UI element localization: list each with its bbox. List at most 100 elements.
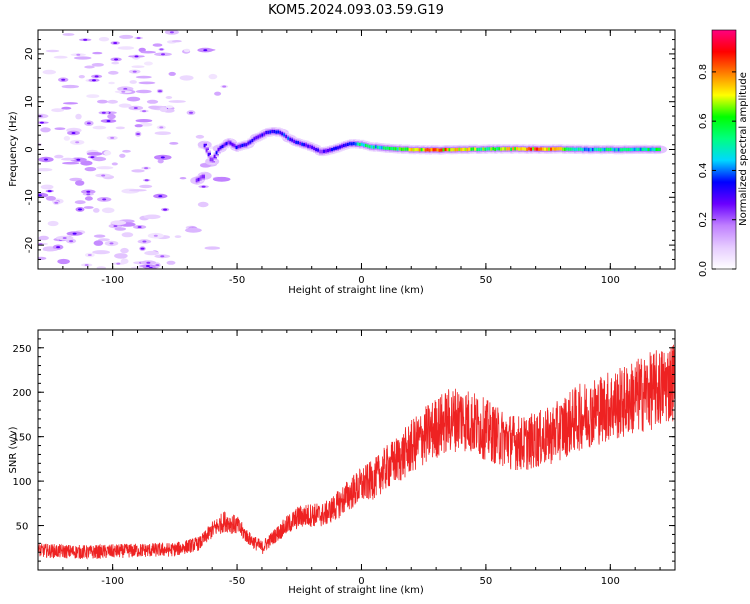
- ridge-core: [597, 147, 602, 151]
- ridge-core: [484, 147, 488, 151]
- ridge-core: [269, 130, 273, 134]
- noise-blob: [119, 34, 134, 39]
- noise-blob: [122, 149, 131, 153]
- noise-blob: [107, 99, 118, 104]
- ridge-core: [462, 147, 466, 151]
- ridge-core: [225, 142, 229, 146]
- ridge-core: [458, 147, 462, 151]
- noise-blob: [75, 180, 85, 186]
- noise-core: [94, 75, 99, 78]
- noise-blob: [126, 96, 141, 102]
- noise-core: [137, 226, 142, 228]
- noise-blob: [171, 40, 182, 43]
- ridge-core: [641, 147, 645, 151]
- ridge-core: [201, 175, 205, 179]
- ridge-core: [653, 148, 657, 152]
- ridge-core: [362, 143, 367, 147]
- ridge-core: [233, 144, 237, 148]
- ridge-core: [263, 132, 267, 136]
- noise-blob: [38, 113, 49, 119]
- y-tick-label: -20: [24, 237, 35, 253]
- ridge-core: [259, 134, 263, 138]
- spectrogram-noise-layer: [38, 30, 231, 269]
- ridge-core: [267, 130, 271, 134]
- ridge-core: [221, 144, 225, 148]
- y-tick-label: 250: [12, 344, 31, 355]
- noise-core: [158, 90, 162, 93]
- spectrogram-x-label: Height of straight line (km): [288, 285, 424, 296]
- ridge-core: [253, 137, 257, 141]
- noise-blob: [92, 51, 103, 55]
- ridge-core: [247, 141, 251, 145]
- ridge-core: [643, 147, 647, 151]
- noise-core: [133, 107, 138, 109]
- ridge-core: [390, 146, 395, 151]
- ridge-core: [480, 147, 484, 151]
- ridge-core: [213, 154, 217, 159]
- noise-core: [84, 264, 89, 266]
- ridge-core: [540, 147, 544, 151]
- noise-core: [38, 194, 42, 197]
- ridge-core: [575, 147, 580, 151]
- snr-axes: -100 -50 0 50 100 50 100 150 200 250: [12, 329, 675, 587]
- ridge-core: [494, 147, 498, 151]
- noise-blob: [179, 177, 187, 180]
- ridge-core: [472, 147, 476, 151]
- noise-blob: [119, 153, 126, 158]
- ridge-core: [217, 148, 221, 152]
- ridge-core: [436, 148, 440, 152]
- noise-blob: [96, 266, 106, 269]
- ridge-core: [530, 147, 534, 151]
- ridge-core: [649, 147, 653, 152]
- noise-blob: [185, 227, 202, 233]
- ridge-core: [231, 143, 235, 147]
- noise-blob: [75, 113, 82, 120]
- ridge-core: [516, 147, 520, 151]
- noise-core: [87, 254, 92, 256]
- ridge-core: [251, 138, 255, 143]
- ridge-core: [412, 148, 416, 152]
- ridge-core: [321, 150, 325, 154]
- noise-blob: [98, 238, 110, 242]
- noise-blob: [135, 75, 152, 79]
- noise-blob: [54, 127, 66, 130]
- noise-core: [62, 237, 67, 239]
- noise-core: [155, 264, 160, 267]
- ridge-core: [591, 148, 596, 152]
- ridge-core: [546, 147, 550, 151]
- noise-core: [78, 208, 82, 211]
- noise-core: [76, 158, 81, 161]
- ridge-core: [337, 146, 341, 150]
- noise-blob: [80, 160, 93, 166]
- ridge-core: [520, 147, 524, 151]
- ridge-core: [454, 148, 458, 152]
- ridge-core: [623, 147, 627, 151]
- noise-blob: [131, 65, 145, 68]
- ridge-core: [498, 147, 502, 151]
- ridge-core: [619, 148, 624, 152]
- noise-core: [142, 240, 147, 243]
- noise-blob: [53, 55, 68, 59]
- noise-core: [144, 179, 149, 182]
- ridge-core: [358, 142, 363, 147]
- noise-blob: [38, 168, 53, 172]
- noise-core: [161, 53, 165, 56]
- noise-blob: [159, 107, 168, 113]
- noise-blob: [92, 156, 107, 162]
- ridge-core: [273, 130, 277, 134]
- ridge-core: [585, 147, 590, 151]
- ridge-core: [490, 147, 494, 151]
- colorbar-tick-label: 0.2: [698, 212, 709, 228]
- spectrogram-ridge-layer: [190, 127, 668, 185]
- ridge-core: [370, 145, 375, 149]
- ridge-core: [277, 130, 281, 134]
- ridge-core: [283, 133, 287, 137]
- ridge-core: [550, 147, 554, 151]
- noise-core: [159, 48, 164, 51]
- ridge-core: [589, 148, 594, 152]
- noise-blob: [168, 100, 186, 103]
- noise-blob: [92, 250, 110, 255]
- noise-core: [203, 49, 208, 52]
